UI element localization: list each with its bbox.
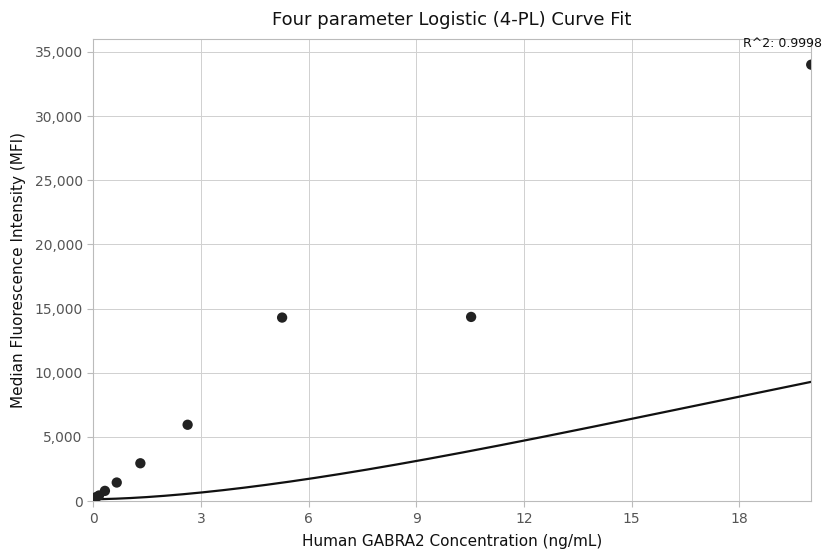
Point — [464, 312, 478, 321]
Point — [805, 60, 818, 69]
Text: R^2: 0.9998: R^2: 0.9998 — [743, 37, 822, 50]
Point — [110, 478, 123, 487]
X-axis label: Human GABRA2 Concentration (ng/mL): Human GABRA2 Concentration (ng/mL) — [302, 534, 602, 549]
Point — [134, 459, 147, 468]
Title: Four parameter Logistic (4-PL) Curve Fit: Four parameter Logistic (4-PL) Curve Fit — [272, 11, 631, 29]
Point — [275, 313, 289, 322]
Point — [92, 491, 106, 500]
Point — [98, 487, 111, 496]
Point — [181, 420, 194, 429]
Y-axis label: Median Fluorescence Intensity (MFI): Median Fluorescence Intensity (MFI) — [11, 132, 26, 408]
Point — [89, 493, 102, 502]
